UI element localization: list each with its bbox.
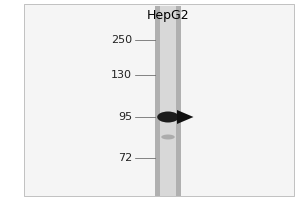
Ellipse shape: [157, 112, 179, 122]
Polygon shape: [177, 110, 194, 124]
Bar: [155, 6, 181, 196]
Text: 72: 72: [118, 153, 132, 163]
Text: HepG2: HepG2: [147, 9, 189, 22]
Text: 250: 250: [111, 35, 132, 45]
Text: 95: 95: [118, 112, 132, 122]
Ellipse shape: [161, 134, 175, 140]
FancyBboxPatch shape: [24, 4, 294, 196]
Text: 130: 130: [111, 70, 132, 80]
Bar: [160, 6, 176, 196]
